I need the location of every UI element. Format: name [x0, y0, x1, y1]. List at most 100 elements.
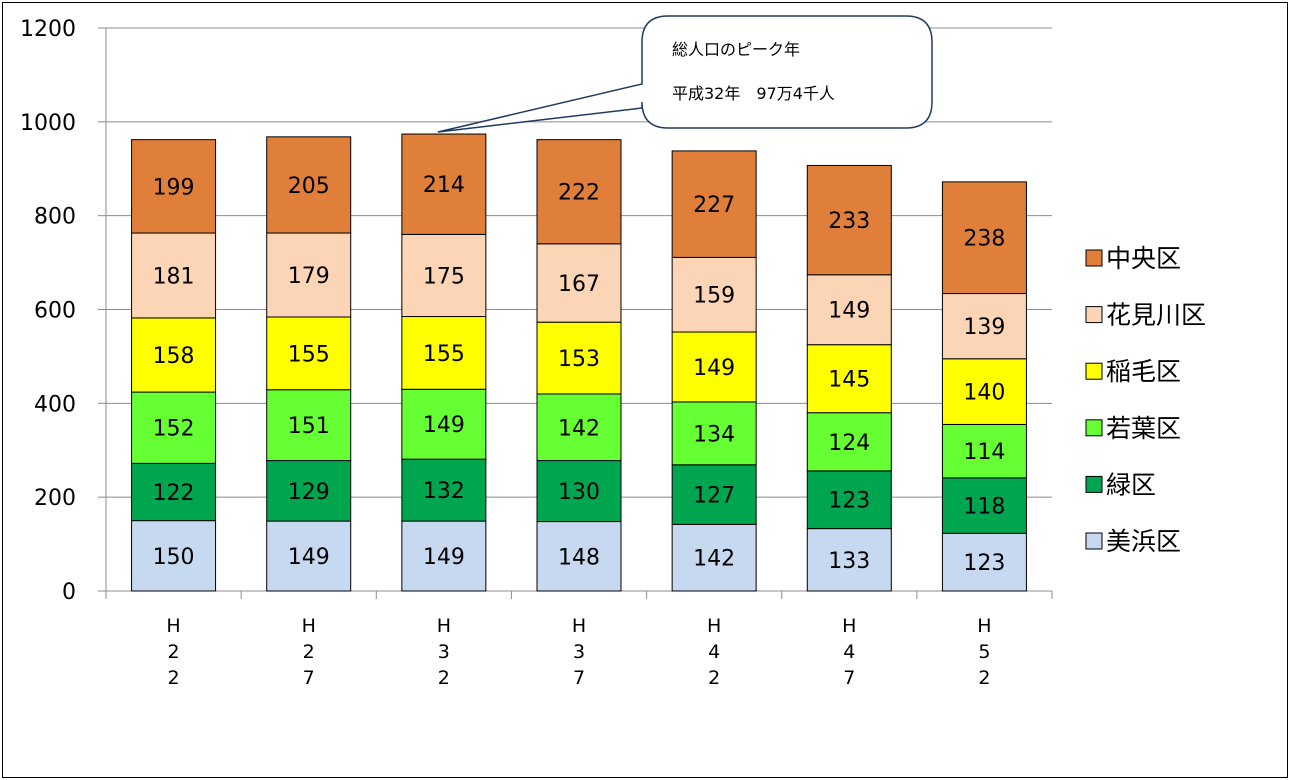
bar-segment	[806, 344, 892, 414]
bar-segment	[401, 458, 487, 522]
bar-segment	[671, 150, 757, 258]
y-tick-label: 1000	[20, 111, 76, 136]
data-label: 155	[288, 342, 330, 367]
data-label: 175	[423, 264, 465, 289]
bar-segment	[266, 460, 352, 522]
legend-label: 美浜区	[1106, 527, 1181, 556]
data-label: 148	[558, 545, 600, 570]
legend-label: 花見川区	[1106, 301, 1206, 330]
data-label: 142	[693, 547, 735, 572]
y-tick-label: 200	[34, 486, 76, 511]
bar-segment	[671, 523, 757, 592]
legend-label: 稲毛区	[1106, 357, 1181, 386]
data-label: 123	[963, 551, 1005, 576]
callout-text: 総人口のピーク年	[672, 40, 800, 59]
legend-label: 若葉区	[1106, 414, 1181, 443]
y-tick-label: 0	[62, 580, 76, 605]
bar-segment	[806, 412, 892, 472]
data-label: 140	[963, 381, 1005, 406]
data-label: 238	[963, 227, 1005, 252]
data-label: 167	[558, 272, 600, 297]
bar-segment	[536, 393, 622, 462]
bar-segment	[131, 232, 217, 319]
legend-label: 中央区	[1106, 244, 1181, 273]
bar-segment	[266, 389, 352, 462]
bar-segment	[806, 528, 892, 592]
data-label: 179	[288, 264, 330, 289]
data-label: 132	[423, 479, 465, 504]
data-label: 151	[288, 414, 330, 439]
data-label: 222	[558, 181, 600, 206]
bar-segment	[941, 181, 1027, 295]
data-label: 114	[963, 440, 1005, 465]
data-label: 122	[153, 481, 195, 506]
bar-segment	[536, 521, 622, 592]
data-label: 149	[828, 299, 870, 324]
bar-segment	[941, 423, 1027, 479]
callout-bubble	[437, 15, 933, 133]
data-label: 134	[693, 422, 735, 447]
data-label: 214	[423, 173, 465, 198]
y-tick-label: 400	[34, 392, 76, 417]
data-label: 155	[423, 342, 465, 367]
bar-segment	[131, 317, 217, 393]
bar-segment	[131, 520, 217, 592]
y-tick-label: 1200	[20, 17, 76, 42]
data-label: 118	[963, 495, 1005, 520]
legend-label: 緑区	[1106, 470, 1156, 499]
data-label: 149	[423, 545, 465, 570]
y-tick-label: 600	[34, 299, 76, 324]
bar-segment	[266, 520, 352, 592]
bar-segment	[266, 316, 352, 391]
data-label: 199	[153, 175, 195, 200]
data-label: 159	[693, 284, 735, 309]
legend-swatch	[1085, 362, 1103, 380]
data-label: 124	[828, 431, 870, 456]
legend-swatch	[1085, 419, 1103, 437]
x-axis: H 2 2 H 2 7 H 3 2 H 3 7 H 4 2 H 4 7 H 5 2	[105, 590, 1053, 689]
data-label: 152	[153, 417, 195, 442]
bar-segment	[941, 532, 1027, 592]
data-label: 145	[828, 368, 870, 393]
data-label: 181	[153, 264, 195, 289]
bar-segment	[401, 133, 487, 235]
bar-segment	[941, 358, 1027, 425]
data-label: 139	[963, 315, 1005, 340]
bar-segment	[401, 233, 487, 318]
data-label: 142	[558, 416, 600, 441]
data-label: 150	[153, 545, 195, 570]
bar-segment	[266, 232, 352, 318]
callout-text: 平成32年 97万4千人	[672, 84, 835, 103]
bar-segment	[536, 139, 622, 245]
data-label: 123	[828, 489, 870, 514]
legend-swatch	[1085, 475, 1103, 493]
legend-swatch	[1085, 306, 1103, 324]
data-label: 205	[288, 174, 330, 199]
bar-segment	[131, 139, 217, 234]
legend-swatch	[1085, 532, 1103, 550]
data-label: 127	[693, 484, 735, 509]
bar-segment	[401, 316, 487, 390]
data-label: 149	[423, 413, 465, 438]
bar-segment	[266, 136, 352, 234]
data-label: 227	[693, 193, 735, 218]
data-label: 133	[828, 549, 870, 574]
bar-segment	[806, 164, 892, 276]
bar-segment	[806, 470, 892, 530]
data-label: 158	[153, 344, 195, 369]
bar-segment	[401, 520, 487, 592]
bar-segment	[536, 460, 622, 523]
data-label: 149	[693, 356, 735, 381]
bar-segment	[941, 293, 1027, 360]
bar-segment	[131, 462, 217, 522]
